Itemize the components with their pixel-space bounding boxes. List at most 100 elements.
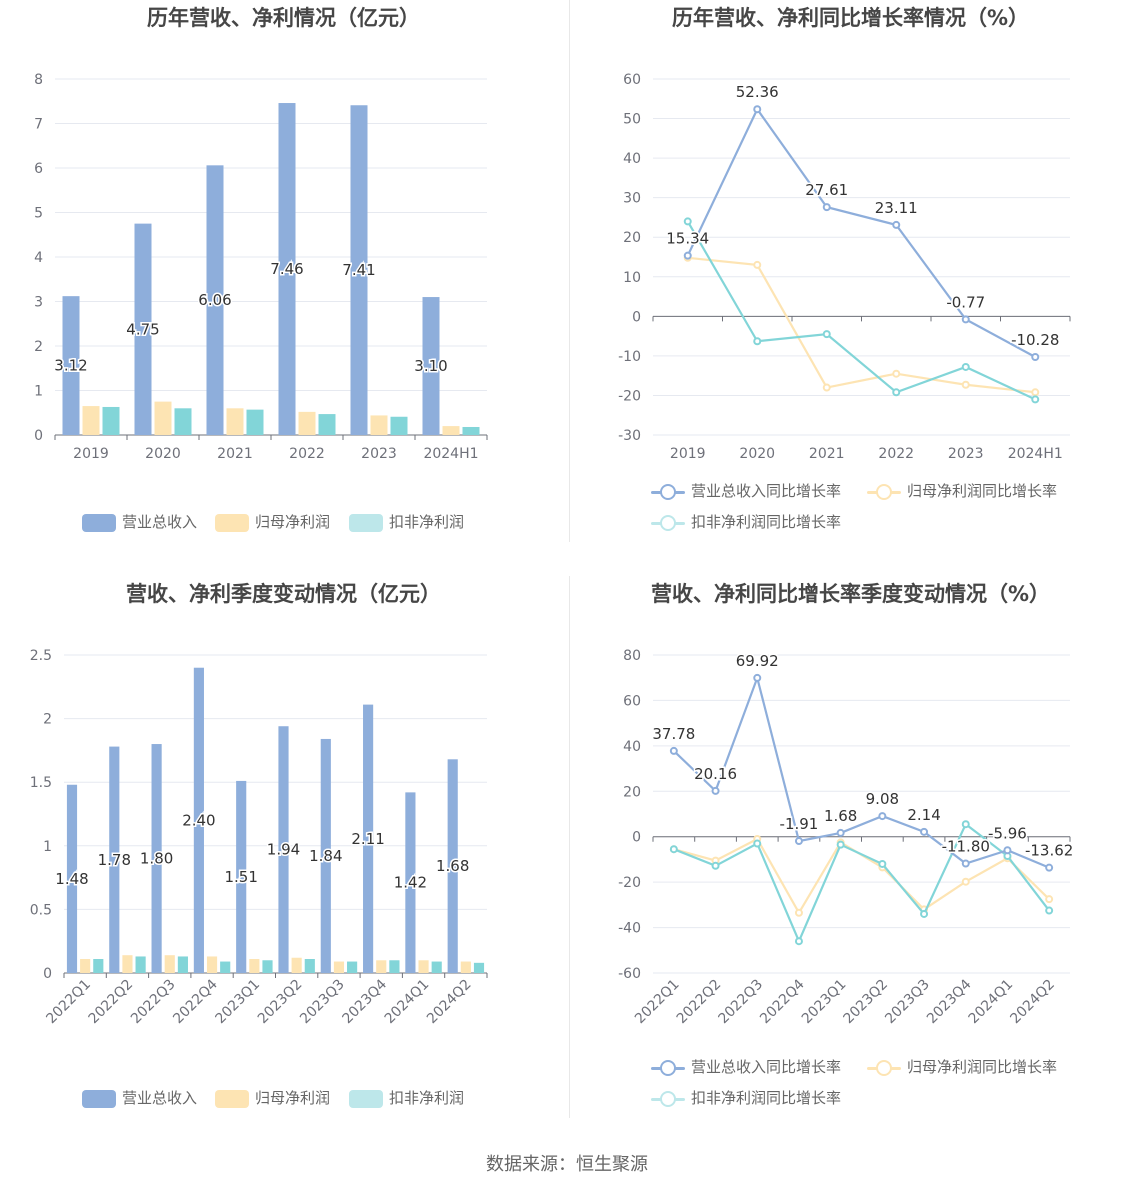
legend-item-deducted[interactable]: 扣非净利润 bbox=[349, 1088, 464, 1108]
legend-item-netprofit[interactable]: 归母净利润 bbox=[215, 1088, 330, 1108]
x-tick-label: 2022Q2 bbox=[86, 977, 137, 1028]
data-label: 37.78 bbox=[652, 725, 695, 743]
x-tick-label: 2022Q2 bbox=[674, 977, 725, 1028]
bar-deducted bbox=[177, 956, 188, 973]
point-deducted bbox=[878, 859, 887, 868]
bar-netprofit bbox=[226, 408, 244, 435]
vertical-divider bbox=[569, 576, 570, 1118]
legend-item-revenue[interactable]: 营业总收入 bbox=[82, 1088, 197, 1108]
x-tick-label: 2022Q1 bbox=[43, 977, 94, 1028]
x-tick-label: 2023Q4 bbox=[924, 976, 975, 1027]
y-tick-label: 2 bbox=[34, 339, 43, 355]
y-tick-label: 8 bbox=[34, 72, 43, 88]
legend-label: 扣非净利润 bbox=[389, 1089, 465, 1107]
chart-title: 营收、净利同比增长率季度变动情况（%） bbox=[650, 582, 1051, 606]
quarterly-bar-chart: 00.511.522.52022Q12022Q22022Q32022Q42023… bbox=[30, 648, 488, 1028]
data-label: 2.40 bbox=[182, 811, 215, 829]
point-netprofit bbox=[961, 877, 970, 886]
legend-item-netprofit[interactable]: 归母净利润 bbox=[215, 512, 330, 532]
point-deducted bbox=[822, 330, 831, 339]
bar-deducted bbox=[246, 409, 264, 435]
data-label: -5.96 bbox=[988, 824, 1027, 842]
y-tick-label: -30 bbox=[618, 428, 641, 444]
data-label: 1.68 bbox=[824, 807, 857, 825]
x-tick-label: 2019 bbox=[670, 446, 706, 462]
bar-netprofit bbox=[442, 426, 460, 435]
bar-revenue bbox=[193, 667, 204, 973]
data-label: -13.62 bbox=[1025, 842, 1073, 860]
y-tick-label: 20 bbox=[623, 784, 641, 800]
series-line-netprofit bbox=[673, 837, 1050, 916]
data-label: 69.92 bbox=[736, 652, 779, 670]
point-revenue bbox=[669, 746, 678, 755]
data-label: 1.84 bbox=[309, 847, 342, 865]
data-label: 1.80 bbox=[140, 850, 173, 868]
legend-item-revenue-growth[interactable]: 营业总收入同比增长率 bbox=[651, 1057, 841, 1077]
x-tick-label: 2022Q1 bbox=[632, 977, 683, 1028]
legend-label: 营业总收入同比增长率 bbox=[691, 1058, 842, 1076]
y-tick-label: -40 bbox=[618, 921, 641, 937]
legend-item-deducted[interactable]: 扣非净利润 bbox=[349, 512, 464, 532]
bar-revenue bbox=[447, 759, 458, 973]
y-tick-label: -20 bbox=[618, 875, 641, 891]
y-tick-label: 50 bbox=[623, 112, 641, 128]
y-tick-label: 4 bbox=[34, 250, 43, 266]
bar-revenue bbox=[206, 165, 224, 435]
point-revenue bbox=[878, 812, 887, 821]
y-tick-label: 5 bbox=[34, 206, 43, 222]
point-deducted bbox=[753, 337, 762, 346]
bar-deducted bbox=[473, 962, 485, 973]
legend-label: 归母净利润同比增长率 bbox=[907, 1058, 1058, 1076]
bar-deducted bbox=[389, 960, 400, 973]
y-tick-label: 10 bbox=[623, 270, 641, 286]
y-tick-label: 2.5 bbox=[30, 648, 52, 664]
bar-deducted bbox=[102, 406, 120, 435]
bar-deducted bbox=[135, 956, 146, 973]
point-deducted bbox=[711, 861, 720, 870]
legend-item-netprofit-growth[interactable]: 归母净利润同比增长率 bbox=[867, 1057, 1057, 1077]
bar-deducted bbox=[390, 416, 408, 435]
bar-deducted bbox=[318, 414, 336, 435]
legend-item-revenue[interactable]: 营业总收入 bbox=[82, 512, 197, 532]
point-deducted bbox=[669, 845, 678, 854]
series-line-revenue bbox=[673, 674, 1050, 869]
legend-item-deducted-growth[interactable]: 扣非净利润同比增长率 bbox=[651, 1088, 841, 1108]
x-tick-label: 2023Q1 bbox=[799, 977, 850, 1028]
bar-netprofit bbox=[460, 961, 471, 973]
bar-netprofit bbox=[333, 961, 345, 973]
data-label: 1.94 bbox=[267, 841, 300, 859]
y-tick-label: 0 bbox=[632, 830, 641, 846]
bar-netprofit bbox=[418, 960, 429, 973]
point-revenue bbox=[1045, 863, 1054, 872]
y-tick-label: 30 bbox=[623, 191, 641, 207]
bar-revenue bbox=[278, 726, 289, 973]
x-tick-label: 2024Q1 bbox=[966, 977, 1017, 1028]
data-label: 9.08 bbox=[866, 790, 899, 808]
point-netprofit bbox=[753, 260, 762, 269]
x-tick-label: 2021 bbox=[809, 446, 845, 462]
bar-deducted bbox=[304, 959, 315, 973]
data-label: 7.41 bbox=[342, 261, 375, 279]
y-tick-label: 40 bbox=[623, 151, 641, 167]
annual-growth-panel: 历年营收、净利同比增长率情况（%） -30 -20 -10 0 10 20 30 40 50 60… bbox=[567, 0, 1134, 572]
bar-netprofit bbox=[82, 406, 100, 435]
legend-item-deducted-growth[interactable]: 扣非净利润同比增长率 bbox=[651, 512, 841, 532]
x-tick-label: 2019 bbox=[73, 446, 109, 462]
point-revenue bbox=[961, 859, 970, 868]
point-deducted bbox=[753, 839, 762, 848]
y-tick-label: -20 bbox=[618, 388, 641, 404]
bar-revenue bbox=[66, 784, 78, 973]
x-tick-label: 2022Q3 bbox=[715, 977, 766, 1028]
legend-label: 归母净利润 bbox=[255, 1089, 331, 1107]
bar-revenue bbox=[405, 792, 416, 973]
y-tick-label: 0 bbox=[632, 309, 641, 325]
bar-revenue bbox=[363, 704, 374, 973]
bar-deducted bbox=[431, 961, 442, 973]
data-label: 27.61 bbox=[805, 181, 848, 199]
legend-item-revenue-growth[interactable]: 营业总收入同比增长率 bbox=[651, 481, 841, 501]
y-tick-label: 0 bbox=[34, 428, 43, 444]
x-tick-label: 2022Q4 bbox=[170, 976, 221, 1027]
point-revenue bbox=[683, 251, 692, 260]
legend-item-netprofit-growth[interactable]: 归母净利润同比增长率 bbox=[867, 481, 1057, 501]
legend-label: 扣非净利润 bbox=[389, 513, 465, 531]
